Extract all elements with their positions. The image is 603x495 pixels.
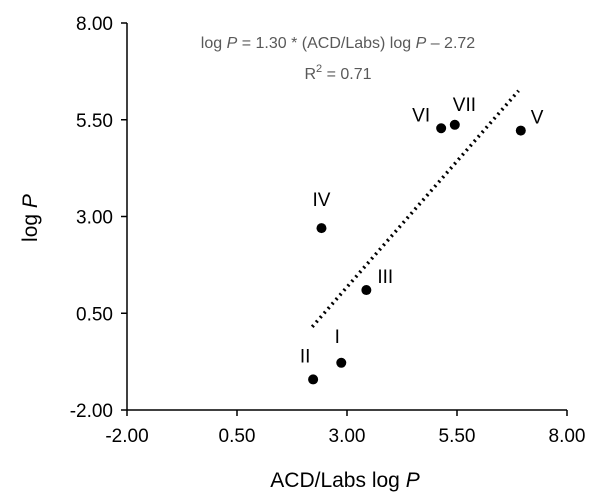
y-axis-title-text: log: [19, 208, 42, 242]
r-squared-value: = 0.71: [322, 66, 371, 83]
y-axis-ticks: -2.00 0.50 3.00 5.50 8.00: [70, 14, 127, 422]
x-tick-label: 5.50: [439, 426, 476, 447]
regression-equation: log P = 1.30 * (ACD/Labs) log P – 2.72: [201, 35, 475, 52]
x-axis-ticks: -2.00 0.50 3.00 5.50 8.00: [105, 410, 585, 447]
y-tick-label: 8.00: [76, 14, 113, 35]
data-point: [336, 357, 347, 368]
data-point: [449, 119, 460, 130]
data-point: [361, 285, 372, 296]
y-axis-title-var: P: [19, 194, 42, 208]
point-label: VII: [453, 95, 476, 116]
equation-part-5: – 2.72: [426, 35, 475, 52]
y-tick-label: 5.50: [76, 111, 113, 132]
equation-part-4: P: [416, 35, 427, 52]
y-tick-label: 0.50: [76, 304, 113, 325]
r-squared: R2 = 0.71: [304, 63, 371, 83]
x-axis-title-var: P: [406, 469, 420, 492]
point-label: V: [531, 108, 544, 129]
data-point: [316, 223, 327, 234]
y-tick-label: 3.00: [76, 208, 113, 229]
data-point: [308, 374, 319, 385]
point-label: II: [300, 346, 311, 367]
r-squared-r: R: [304, 66, 316, 83]
x-tick-label: 3.00: [329, 426, 366, 447]
x-axis-title: ACD/Labs log P: [270, 469, 419, 492]
x-tick-label: 0.50: [219, 426, 256, 447]
y-tick-label: -2.00: [70, 401, 113, 422]
r-squared-sup: 2: [316, 63, 322, 75]
x-axis-title-text: ACD/Labs log: [270, 469, 405, 492]
y-axis-title: log P: [19, 194, 42, 242]
data-point: [515, 125, 526, 136]
point-label: VI: [412, 105, 430, 126]
x-tick-label: 8.00: [549, 426, 586, 447]
point-label: III: [377, 267, 393, 288]
data-point: [436, 123, 447, 134]
equation-part-3: = 1.30 * (ACD/Labs) log: [237, 35, 415, 52]
equation-part-1: log: [201, 35, 227, 52]
x-tick-label: -2.00: [105, 426, 148, 447]
equation-part-2: P: [227, 35, 238, 52]
point-label: I: [335, 327, 340, 348]
trendline: [310, 89, 520, 328]
point-label: IV: [313, 190, 331, 211]
